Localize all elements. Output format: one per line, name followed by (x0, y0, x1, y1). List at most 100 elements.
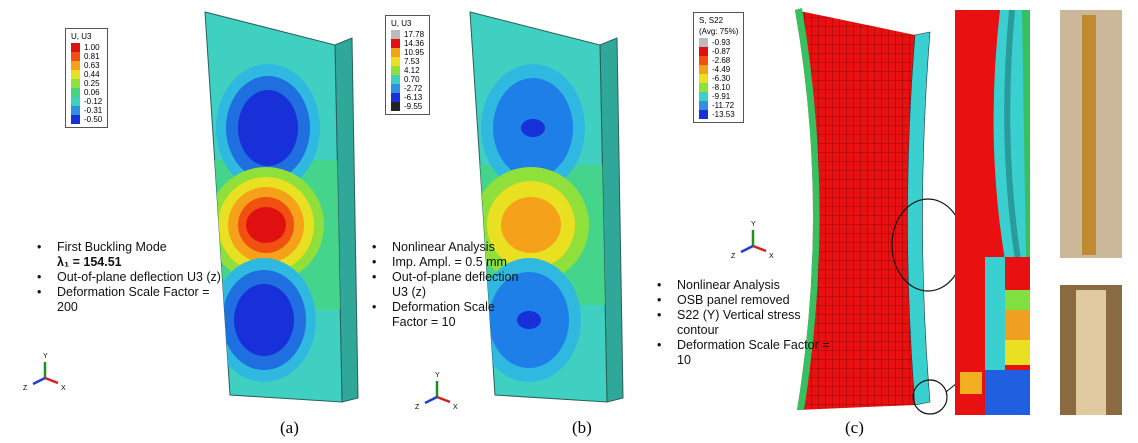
note: Deformation Scale Factor = 10 (392, 300, 532, 330)
note: λ₁ = 154.51 (57, 255, 222, 270)
note: Out-of-plane deflection U3 (z) (392, 270, 532, 300)
legend-row: -2.72 (391, 84, 424, 93)
legend-row: -6.30 (699, 74, 738, 83)
legend-value: -9.91 (712, 92, 730, 101)
axis-arrow (45, 378, 58, 383)
legend-row: 0.06 (71, 88, 102, 97)
legend-swatch (699, 101, 708, 110)
note: Nonlinear Analysis (392, 240, 532, 255)
legend-value: 0.70 (404, 75, 420, 84)
panel-caption: (b) (572, 418, 592, 438)
note: Nonlinear Analysis (677, 278, 837, 293)
legend-swatch (391, 102, 400, 111)
legend-title: S, S22 (699, 16, 738, 25)
legend-row: -9.91 (699, 92, 738, 101)
legend-swatch (71, 115, 80, 124)
legend-swatch (391, 30, 400, 39)
axis-label: Z (23, 385, 28, 392)
drawing: YZXYZXYZX (0, 0, 1138, 443)
note: OSB panel removed (677, 293, 837, 308)
axis-label: Y (435, 372, 440, 379)
legend-swatch (391, 84, 400, 93)
notes: Nonlinear AnalysisImp. Ampl. = 0.5 mmOut… (370, 240, 532, 330)
axis-arrow (425, 397, 437, 403)
legend-value: -11.72 (712, 101, 734, 110)
axis-label: Y (43, 353, 48, 360)
legend-value: 0.25 (84, 79, 100, 88)
legend-swatch (71, 43, 80, 52)
axis-arrow (33, 378, 45, 384)
note: S22 (Y) Vertical stress contour (677, 308, 837, 338)
legend-swatch (71, 88, 80, 97)
legend-row: -13.53 (699, 110, 738, 119)
legend-swatch (71, 79, 80, 88)
legend-value: 14.36 (404, 39, 424, 48)
legend-value: -0.50 (84, 115, 102, 124)
figure: {"panels": [ {"legend": {"title": "U, U3… (0, 0, 1138, 443)
note: Out-of-plane deflection U3 (z) (57, 270, 222, 285)
legend-swatch (699, 47, 708, 56)
legend-row: -8.10 (699, 83, 738, 92)
axis-triad: Y Z X (23, 353, 66, 392)
legend-value: -6.30 (712, 74, 730, 83)
legend-value: 1.00 (84, 43, 100, 52)
legend-row: -2.68 (699, 56, 738, 65)
legend-swatch (391, 75, 400, 84)
legend-swatch (699, 74, 708, 83)
legend-subtitle: (Avg: 75%) (699, 27, 738, 36)
axis-label: Z (731, 253, 736, 260)
legend-value: 4.12 (404, 66, 420, 75)
legend-swatch (391, 93, 400, 102)
axis-label: X (61, 385, 66, 392)
legend-row: -0.50 (71, 115, 102, 124)
legend-row: 4.12 (391, 66, 424, 75)
color-legend: S, S22(Avg: 75%)-0.93-0.87-2.68-4.49-6.3… (693, 12, 744, 123)
axis-arrow (753, 246, 766, 251)
legend-row: 7.53 (391, 57, 424, 66)
legend-row: -0.31 (71, 106, 102, 115)
legend-swatch (391, 57, 400, 66)
axis-triad: Y Z X (731, 221, 774, 260)
legend-value: -8.10 (712, 83, 730, 92)
legend-swatch (699, 38, 708, 47)
legend-value: -2.68 (712, 56, 730, 65)
legend-title: U, U3 (391, 19, 424, 28)
legend-row: -9.55 (391, 102, 424, 111)
legend-row: -6.13 (391, 93, 424, 102)
legend-row: 10.95 (391, 48, 424, 57)
inset-bottom (955, 257, 1030, 415)
legend-swatch (699, 83, 708, 92)
legend-swatch (71, 106, 80, 115)
axis-label: Y (751, 221, 756, 228)
legend-swatch (699, 65, 708, 74)
axis-label: Z (415, 404, 420, 411)
legend-swatch (71, 52, 80, 61)
legend-row: 0.44 (71, 70, 102, 79)
legend-row: 1.00 (71, 43, 102, 52)
legend-row: 0.70 (391, 75, 424, 84)
legend-value: -9.55 (404, 102, 422, 111)
legend-value: 0.63 (84, 61, 100, 70)
legend-value: -0.93 (712, 38, 730, 47)
panel-caption: (c) (845, 418, 864, 438)
axis-arrow (437, 397, 450, 402)
legend-title: U, U3 (71, 32, 102, 41)
legend-row: 14.36 (391, 39, 424, 48)
legend-swatch (391, 66, 400, 75)
legend-value: -0.31 (84, 106, 102, 115)
axis-label: X (769, 253, 774, 260)
legend-row: 0.81 (71, 52, 102, 61)
legend-value: -13.53 (712, 110, 735, 119)
legend-swatch (391, 39, 400, 48)
note: First Buckling Mode (57, 240, 222, 255)
legend-value: 0.06 (84, 88, 100, 97)
legend-value: -6.13 (404, 93, 422, 102)
note: Deformation Scale Factor = 10 (677, 338, 837, 368)
notes: Nonlinear AnalysisOSB panel removedS22 (… (655, 278, 837, 368)
legend-value: 17.78 (404, 30, 424, 39)
legend-value: 0.81 (84, 52, 100, 61)
legend-swatch (699, 110, 708, 119)
